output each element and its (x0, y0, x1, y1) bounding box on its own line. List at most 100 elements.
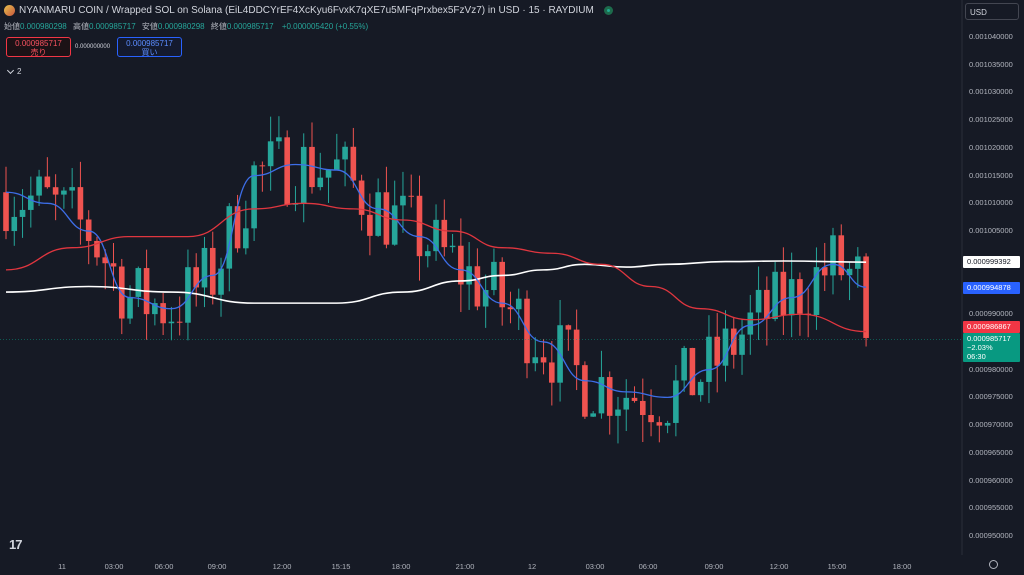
indicators-toggle[interactable]: 2 (6, 65, 26, 78)
candle-body[interactable] (135, 268, 142, 297)
candle-body[interactable] (639, 400, 646, 416)
candle-body[interactable] (433, 219, 439, 252)
candle-body[interactable] (234, 206, 241, 249)
candle-body[interactable] (722, 328, 729, 366)
candle-body[interactable] (61, 190, 67, 195)
candle-body[interactable] (102, 257, 109, 264)
candle-body[interactable] (110, 263, 117, 267)
candle-body[interactable] (28, 195, 34, 210)
symbol-title[interactable]: NYANMARU COIN / Wrapped SOL on Solana (E… (19, 5, 594, 16)
candle-body[interactable] (400, 195, 406, 206)
candle-body[interactable] (648, 415, 654, 423)
candle-body[interactable] (673, 380, 679, 423)
buy-button[interactable]: 0.000985717 買い (117, 37, 182, 57)
candle-body[interactable] (209, 247, 216, 295)
candle-body[interactable] (507, 307, 514, 310)
candle-body[interactable] (474, 266, 481, 307)
candle-body[interactable] (300, 146, 307, 204)
candle-body[interactable] (565, 325, 572, 330)
candle-body[interactable] (764, 289, 770, 320)
candle-body[interactable] (540, 357, 547, 363)
candle-body[interactable] (466, 266, 472, 285)
candle-body[interactable] (185, 267, 191, 323)
candle-body[interactable] (317, 177, 324, 188)
candle-body[interactable] (3, 192, 9, 232)
candle-body[interactable] (449, 245, 456, 248)
candle-body[interactable] (821, 267, 828, 276)
candle-body[interactable] (730, 328, 737, 355)
sell-button[interactable]: 0.000985717 売り (6, 37, 71, 57)
candle-body[interactable] (772, 271, 778, 320)
candle-body[interactable] (590, 413, 596, 417)
candle-body[interactable] (176, 321, 183, 323)
candle-body[interactable] (383, 192, 390, 245)
candle-body[interactable] (334, 159, 340, 170)
currency-select[interactable]: USD (965, 3, 1019, 20)
candle-body[interactable] (747, 312, 754, 335)
candle-body[interactable] (85, 219, 92, 241)
candle-body[interactable] (623, 397, 630, 410)
candle-body[interactable] (499, 261, 505, 308)
settings-gear-icon[interactable] (989, 560, 998, 569)
candle-body[interactable] (838, 235, 845, 276)
candle-body[interactable] (11, 216, 18, 232)
candle-body[interactable] (44, 176, 51, 188)
candle-body[interactable] (69, 187, 75, 191)
candle-body[interactable] (863, 256, 869, 338)
candle-body[interactable] (714, 336, 721, 366)
candle-body[interactable] (309, 146, 315, 188)
candle-body[interactable] (797, 279, 803, 314)
candle-body[interactable] (77, 187, 84, 220)
candle-body[interactable] (201, 247, 208, 288)
candle-body[interactable] (515, 298, 522, 310)
candle-body[interactable] (160, 303, 166, 324)
candle-body[interactable] (606, 377, 613, 416)
candle-body[interactable] (755, 289, 762, 313)
candle-body[interactable] (218, 268, 224, 295)
candle-body[interactable] (52, 187, 59, 195)
candle-body[interactable] (631, 397, 638, 401)
candle-body[interactable] (416, 195, 423, 257)
candle-body[interactable] (325, 169, 332, 178)
candle-body[interactable] (342, 146, 348, 160)
candle-body[interactable] (739, 334, 745, 355)
candle-body[interactable] (664, 422, 671, 426)
candle-body[interactable] (689, 347, 696, 396)
candle-body[interactable] (697, 381, 704, 396)
candle-body[interactable] (391, 205, 398, 245)
candle-body[interactable] (226, 206, 233, 269)
candle-body[interactable] (598, 377, 605, 414)
candle-body[interactable] (458, 245, 464, 285)
candle-body[interactable] (193, 267, 200, 288)
candle-body[interactable] (350, 146, 357, 181)
candle-body[interactable] (830, 235, 836, 276)
candle-body[interactable] (276, 137, 282, 142)
candle-body[interactable] (706, 336, 712, 382)
candle-body[interactable] (36, 176, 42, 196)
candle-body[interactable] (251, 165, 257, 229)
candle-body[interactable] (615, 409, 621, 416)
candle-body[interactable] (656, 422, 663, 426)
candle-body[interactable] (582, 365, 588, 417)
candle-body[interactable] (549, 362, 555, 383)
candle-body[interactable] (532, 357, 539, 364)
candle-body[interactable] (813, 267, 820, 316)
candle-body[interactable] (573, 329, 580, 366)
candle-body[interactable] (94, 240, 100, 258)
candle-body[interactable] (19, 209, 26, 217)
candle-body[interactable] (408, 195, 415, 197)
candle-body[interactable] (168, 321, 175, 324)
candle-body[interactable] (441, 219, 448, 248)
candle-body[interactable] (424, 251, 431, 257)
candle-body[interactable] (846, 268, 853, 276)
candle-body[interactable] (681, 347, 687, 381)
candle-body[interactable] (267, 141, 274, 167)
candle-body[interactable] (243, 228, 249, 249)
candle-body[interactable] (127, 296, 133, 319)
candle-body[interactable] (780, 271, 787, 316)
candle-body[interactable] (152, 303, 158, 315)
tradingview-logo-icon[interactable]: 17 (9, 537, 23, 552)
candle-body[interactable] (482, 290, 489, 307)
candle-body[interactable] (284, 137, 290, 205)
